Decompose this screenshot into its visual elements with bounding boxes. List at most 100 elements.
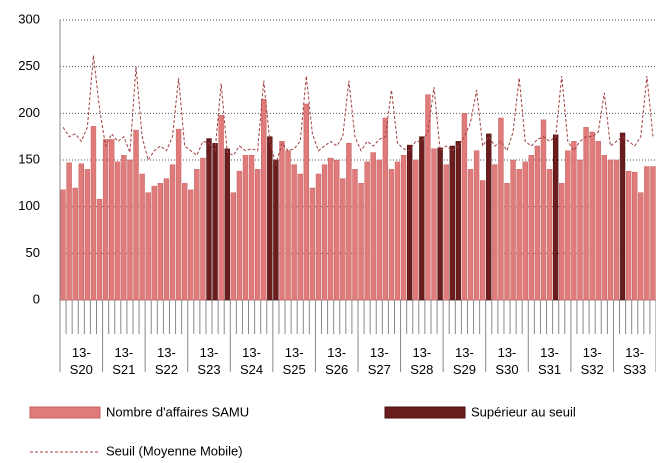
- bar: [273, 159, 279, 301]
- x-tick-label: 13- S29: [452, 345, 476, 377]
- bar: [188, 189, 194, 301]
- y-tick-label: 300: [18, 11, 40, 26]
- bar: [60, 189, 66, 301]
- bar: [498, 117, 504, 301]
- bar: [650, 166, 656, 301]
- legend-swatch: [29, 406, 101, 419]
- bar: [552, 134, 559, 301]
- y-tick-label: 200: [18, 105, 40, 120]
- bar: [84, 169, 91, 301]
- bar: [163, 178, 170, 301]
- bar: [139, 173, 145, 301]
- bar: [200, 157, 206, 301]
- bar: [419, 136, 425, 301]
- bar: [157, 183, 164, 301]
- bar: [346, 142, 352, 301]
- bar: [632, 171, 638, 301]
- bar: [400, 155, 407, 301]
- bar: [516, 169, 522, 301]
- bar: [613, 159, 620, 301]
- bar: [364, 161, 370, 301]
- bar: [78, 163, 84, 301]
- bar: [431, 148, 437, 301]
- bar: [151, 185, 157, 301]
- y-tick-label: 0: [33, 291, 40, 306]
- y-tick-label: 150: [18, 151, 40, 166]
- bar: [121, 155, 127, 301]
- bar: [206, 138, 212, 301]
- bar: [66, 162, 72, 301]
- bar: [644, 166, 650, 301]
- bar: [437, 147, 443, 301]
- bar: [309, 187, 316, 301]
- x-tick-label: 13- S25: [282, 345, 306, 377]
- legend-swatch: [384, 406, 466, 419]
- bar: [133, 129, 139, 301]
- x-tick-label: 13- S27: [367, 345, 391, 377]
- bar: [467, 169, 474, 301]
- bar: [145, 192, 151, 301]
- bar: [492, 164, 498, 301]
- bar: [449, 145, 455, 301]
- bar: [224, 148, 230, 301]
- bar: [127, 159, 133, 301]
- bar: [534, 145, 541, 301]
- bar: [638, 192, 644, 301]
- bar: [546, 169, 553, 301]
- bar: [461, 113, 468, 301]
- bar: [540, 119, 547, 301]
- bar: [504, 183, 510, 301]
- x-tick-label: 13- S28: [410, 345, 434, 377]
- y-tick-label: 50: [26, 245, 40, 260]
- bar: [230, 192, 237, 301]
- y-tick-label: 250: [18, 58, 40, 73]
- x-tick-label: 13- S24: [239, 345, 264, 377]
- bar: [407, 144, 413, 301]
- x-tick-label: 13- S31: [537, 345, 562, 377]
- bar: [236, 170, 243, 301]
- bar: [175, 128, 182, 301]
- bar: [242, 155, 249, 301]
- bar: [102, 139, 109, 301]
- bar: [279, 141, 285, 301]
- bar: [382, 117, 389, 301]
- bar: [577, 159, 583, 301]
- bar: [571, 141, 577, 301]
- bar: [297, 173, 303, 301]
- bar: [254, 169, 261, 301]
- bar: [625, 170, 632, 301]
- bar: [370, 152, 376, 301]
- bar: [194, 169, 200, 301]
- bar: [248, 155, 255, 301]
- bar: [212, 142, 218, 301]
- bar: [90, 126, 97, 301]
- x-tick-label: 13- S30: [495, 345, 519, 377]
- bar: [455, 141, 462, 301]
- bar: [565, 150, 571, 301]
- x-tick-label: 13- S22: [154, 345, 178, 377]
- bar: [169, 164, 176, 301]
- legend-label: Nombre d'affaires SAMU: [106, 404, 249, 419]
- threshold-line: [62, 55, 654, 167]
- x-tick-label: 13- S21: [112, 345, 136, 377]
- bar: [479, 180, 486, 301]
- x-tick-label: 13- S20: [69, 345, 93, 377]
- bar: [218, 114, 224, 301]
- bar: [522, 161, 528, 301]
- bar: [291, 164, 297, 301]
- bar: [285, 150, 291, 301]
- bar: [413, 159, 419, 301]
- bar: [443, 164, 449, 301]
- bar: [388, 169, 395, 301]
- legend-label: Supérieur au seuil: [471, 404, 576, 419]
- bar: [607, 159, 614, 301]
- bar: [340, 178, 346, 301]
- bar: [425, 94, 431, 301]
- bar: [510, 159, 516, 301]
- bar: [267, 136, 273, 301]
- bar: [352, 169, 358, 301]
- bar: [583, 127, 589, 301]
- x-tick-label: 13- S23: [197, 345, 221, 377]
